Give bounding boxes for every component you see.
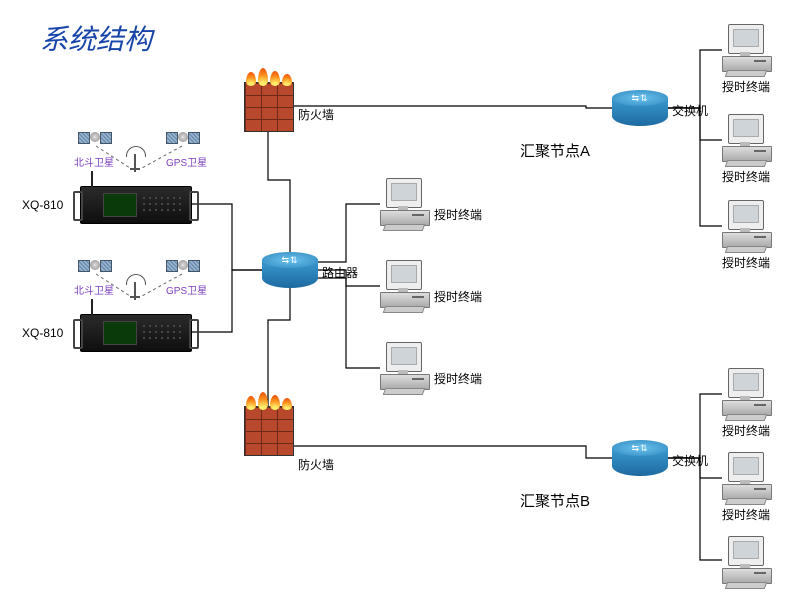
node-label: 北斗卫星	[74, 154, 114, 169]
terminal-icon	[722, 536, 770, 586]
node-label: 路由器	[322, 264, 358, 281]
satellite-icon	[168, 128, 198, 146]
node-label: 授时终端	[434, 370, 482, 387]
time-server-icon	[80, 186, 192, 224]
antenna-icon	[128, 150, 142, 172]
node-label: 授时终端	[722, 168, 770, 185]
satellite-icon	[168, 256, 198, 274]
node-label: 授时终端	[434, 206, 482, 223]
router-icon: ⇆⇅	[262, 252, 318, 288]
node-label: XQ-810	[22, 198, 63, 212]
node-label: 交换机	[672, 102, 708, 119]
terminal-icon	[380, 178, 428, 228]
node-label: 授时终端	[722, 422, 770, 439]
node-label: 汇聚节点B	[520, 490, 590, 511]
node-label: 授时终端	[722, 78, 770, 95]
node-label: 授时终端	[722, 506, 770, 523]
terminal-icon	[722, 368, 770, 418]
node-label: 防火墙	[298, 456, 334, 473]
switch-icon: ⇆⇅	[612, 90, 668, 126]
firewall-icon	[244, 82, 294, 132]
terminal-icon	[380, 260, 428, 310]
satellite-icon	[80, 128, 110, 146]
terminal-icon	[380, 342, 428, 392]
terminal-icon	[722, 114, 770, 164]
node-label: GPS卫星	[166, 282, 207, 297]
node-label: GPS卫星	[166, 154, 207, 169]
terminal-icon	[722, 452, 770, 502]
node-label: 北斗卫星	[74, 282, 114, 297]
firewall-icon	[244, 406, 294, 456]
node-label: XQ-810	[22, 326, 63, 340]
node-label: 汇聚节点A	[520, 140, 590, 161]
switch-icon: ⇆⇅	[612, 440, 668, 476]
node-label: 授时终端	[722, 254, 770, 271]
node-label: 交换机	[672, 452, 708, 469]
node-label: 授时终端	[434, 288, 482, 305]
satellite-icon	[80, 256, 110, 274]
antenna-icon	[128, 278, 142, 300]
terminal-icon	[722, 24, 770, 74]
time-server-icon	[80, 314, 192, 352]
node-label: 防火墙	[298, 106, 334, 123]
terminal-icon	[722, 200, 770, 250]
